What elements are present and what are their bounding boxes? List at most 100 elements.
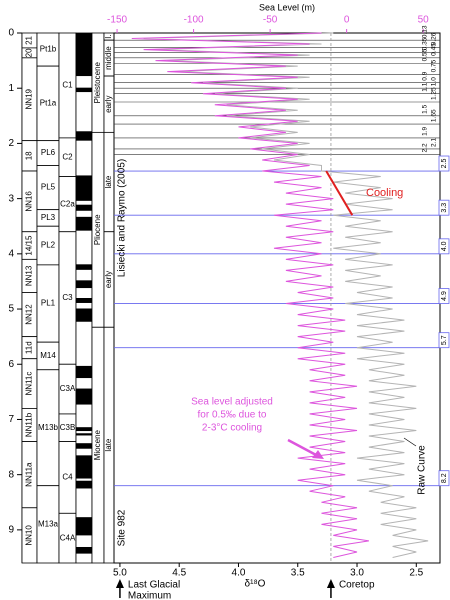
x-tick-label: 3.5 bbox=[291, 568, 305, 579]
foram-zone-label: M13a bbox=[38, 519, 59, 528]
normal-polarity bbox=[76, 298, 92, 303]
sea-level-label: 1.0 bbox=[431, 77, 438, 86]
foram-zone-label: Pt1a bbox=[40, 99, 57, 108]
normal-polarity bbox=[76, 517, 92, 536]
x2-tick-label: 0 bbox=[344, 15, 350, 26]
nanno-zone-label: 18 bbox=[25, 151, 34, 160]
nanno-zone-label: NN13 bbox=[25, 265, 34, 286]
d18o-curve bbox=[143, 32, 429, 558]
normal-polarity bbox=[76, 280, 92, 289]
y-tick-label: 5 bbox=[8, 304, 14, 315]
normal-polarity bbox=[76, 455, 92, 479]
subepoch-label: late bbox=[104, 175, 113, 188]
cooling-step-label: 3.3 bbox=[441, 203, 448, 213]
chron-label: C2a bbox=[60, 199, 75, 208]
adjust-arrowhead bbox=[312, 450, 324, 459]
foram-zone-label: PL2 bbox=[41, 241, 56, 250]
y-tick-label: 9 bbox=[8, 525, 14, 536]
y-tick-label: 6 bbox=[8, 359, 14, 370]
foram-zone-label: M13b bbox=[38, 423, 59, 432]
chron-label: C4 bbox=[62, 473, 73, 482]
x-tick-label: 3.0 bbox=[350, 568, 364, 579]
y-tick-label: 8 bbox=[8, 469, 14, 480]
nanno-zone-label: NN19 bbox=[25, 88, 34, 109]
normal-polarity bbox=[76, 433, 92, 436]
sea-level-label: 0.9 bbox=[422, 71, 429, 80]
adjust-note: Sea level adjusted bbox=[191, 397, 273, 408]
source-label: Lisiecki and Raymo (2005) bbox=[117, 159, 128, 277]
normal-polarity bbox=[76, 204, 92, 211]
foram-zone-label: M14 bbox=[40, 351, 56, 360]
sea-level-label: 1.65 bbox=[431, 109, 438, 122]
cooling-step-label: 4.0 bbox=[441, 241, 448, 251]
sea-level-label: 0.75 bbox=[431, 59, 438, 72]
normal-polarity bbox=[76, 264, 92, 270]
epoch-label: Pliocene bbox=[93, 214, 102, 245]
nanno-zone-label: 20 bbox=[25, 48, 34, 57]
normal-polarity bbox=[76, 33, 92, 77]
sea-level-label: 1.25 bbox=[431, 87, 438, 100]
cooling-step-box bbox=[438, 332, 450, 349]
site-label: Site 982 bbox=[117, 509, 128, 546]
x-tick-label: 4.0 bbox=[232, 568, 246, 579]
nanno-zone-label: 21 bbox=[25, 35, 34, 44]
normal-polarity bbox=[76, 480, 92, 489]
cooling-line bbox=[325, 170, 354, 216]
sea-level-label: 1.1 bbox=[422, 82, 429, 91]
y-tick-label: 7 bbox=[8, 414, 14, 425]
cooling-step-label: 8.2 bbox=[441, 473, 448, 483]
marker-label: Maximum bbox=[128, 591, 171, 600]
adjust-note: for 0.5‰ due to bbox=[198, 410, 267, 421]
y-tick-label: 3 bbox=[8, 193, 14, 204]
cooling-step-box bbox=[438, 199, 450, 216]
d18o-curve bbox=[131, 32, 369, 558]
y-tick-label: 0 bbox=[8, 28, 14, 39]
foram-zone-label: PL5 bbox=[41, 183, 56, 192]
x2-tick-label: -100 bbox=[184, 15, 204, 26]
sea-level-label: 0.35 bbox=[422, 37, 429, 50]
nanno-zone-label: NN11b bbox=[25, 412, 34, 437]
cooling-step-box bbox=[438, 470, 450, 487]
cooling-step-label: 4.9 bbox=[441, 291, 448, 301]
normal-polarity bbox=[76, 388, 92, 405]
raw-leader bbox=[403, 437, 417, 447]
subepoch-label: early bbox=[104, 271, 113, 288]
normal-polarity bbox=[76, 308, 92, 322]
sea-level-label: 0.26 bbox=[431, 32, 438, 45]
chron-label: C2 bbox=[62, 152, 73, 161]
sea-level-label: 0.13 bbox=[422, 25, 429, 38]
marker-label: Coretop bbox=[339, 580, 375, 591]
chron-label: C3A bbox=[60, 384, 76, 393]
epoch-label: Miocene bbox=[93, 429, 102, 460]
cooling-step-box bbox=[438, 288, 450, 304]
y-tick-label: 2 bbox=[8, 138, 14, 149]
normal-polarity bbox=[76, 546, 92, 554]
nanno-zone-label: NN16 bbox=[25, 191, 34, 212]
marker-arrowhead bbox=[115, 579, 124, 588]
cooling-step-box bbox=[438, 238, 450, 255]
marker-label: Last Glacial bbox=[128, 580, 180, 591]
sea-level-label: 2.2 bbox=[422, 143, 429, 152]
foram-zone-label: PL6 bbox=[41, 148, 56, 157]
nanno-zone-label: 11d bbox=[25, 341, 34, 354]
cooling-step-label: 5.7 bbox=[441, 335, 448, 345]
normal-polarity bbox=[76, 175, 92, 201]
sea-level-label: 2.1 bbox=[431, 138, 438, 147]
foram-zone-label: Pt1b bbox=[40, 45, 57, 54]
normal-polarity bbox=[76, 131, 92, 141]
chron-label: C4A bbox=[60, 533, 76, 542]
foram-zone-label: PL1 bbox=[41, 299, 56, 308]
subepoch-label: l. bbox=[104, 35, 113, 39]
normal-polarity bbox=[76, 365, 92, 379]
normal-polarity bbox=[76, 427, 92, 432]
nanno-zone-label: NN12 bbox=[25, 304, 34, 325]
normal-polarity bbox=[76, 443, 92, 449]
x2-tick-label: 50 bbox=[418, 15, 430, 26]
adjust-arrow bbox=[287, 438, 319, 458]
x-tick-label: 2.5 bbox=[409, 568, 423, 579]
y-tick-label: 4 bbox=[8, 248, 14, 259]
chron-label: C1 bbox=[62, 81, 73, 90]
x-tick-label: 5.0 bbox=[113, 568, 127, 579]
subepoch-label: early bbox=[104, 96, 113, 113]
